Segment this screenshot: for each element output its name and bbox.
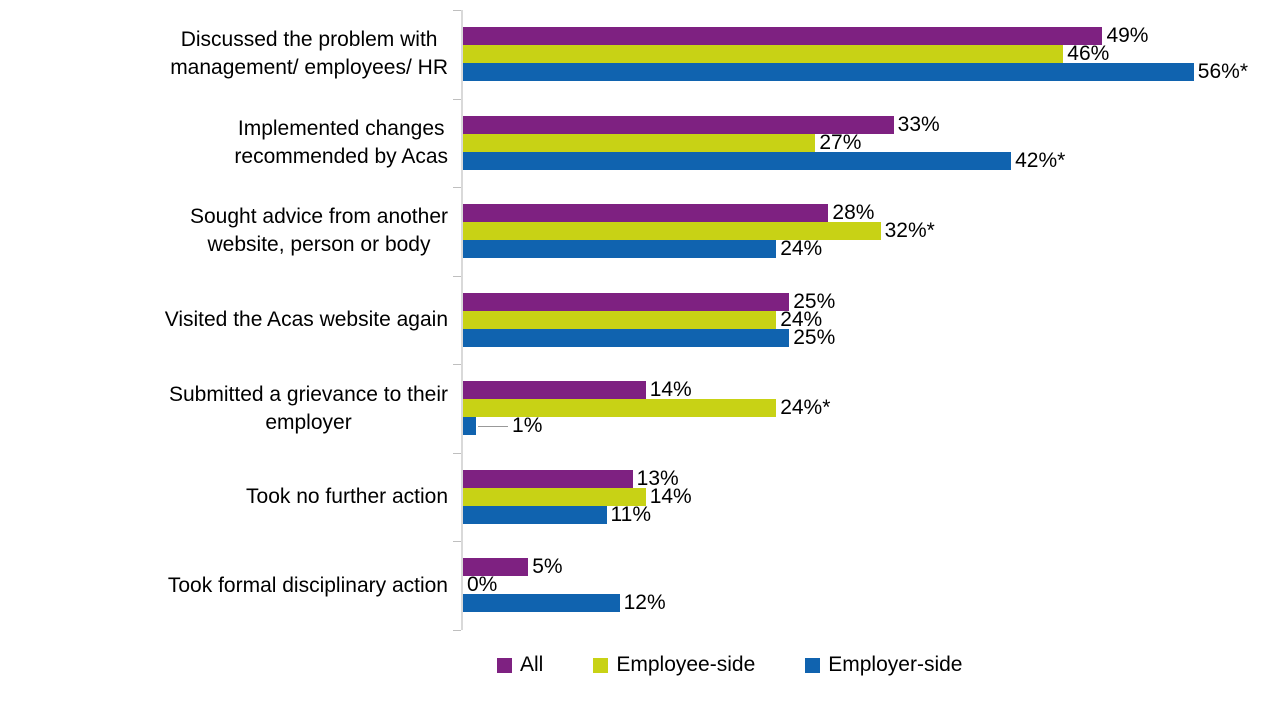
category-label: Discussed the problem with management/ e… [170,28,448,80]
category-cell: Took formal disciplinary action [20,541,448,630]
label-leader-line [478,426,509,428]
data-label: 24% [780,307,823,331]
bar-employee-side [463,222,881,241]
legend-swatch-icon [593,657,609,673]
data-label: 27% [819,130,862,154]
category-label: Implemented changes recommended by Acas [234,116,448,168]
data-label: 1% [512,414,543,438]
bar-employer-side [463,240,777,259]
data-label: 25% [793,289,836,313]
bar-employer-side [463,151,1012,170]
bar-all [463,469,633,488]
bar-all [463,204,829,223]
data-label: 46% [1067,42,1110,65]
legend-swatch-icon [497,657,512,673]
legend: All Employee-side Employer-side [497,653,962,677]
axis-tick [453,364,461,366]
data-label: 33% [897,112,940,136]
data-label: 32%* [884,219,935,243]
data-label: 14% [649,484,692,508]
bar-employer-side [463,417,477,436]
legend-label: All [520,653,544,676]
category-label: Visited the Acas website again [164,307,448,331]
bar-employee-side [463,133,816,152]
data-label: 56%* [1197,60,1248,83]
axis-tick [453,541,461,543]
data-label: 24%* [780,396,831,420]
legend-label: Employer-side [828,653,963,676]
data-label: 49% [1106,24,1149,47]
legend-item-employer-side: Employer-side [805,653,962,677]
data-label: 0% [467,573,498,597]
data-label: 14% [649,378,692,402]
legend-swatch-icon [805,657,821,673]
legend-item-all: All [497,653,543,677]
bar-all [463,115,894,134]
data-label: 12% [623,591,666,615]
data-label: 11% [610,502,652,526]
data-label: 5% [532,555,563,579]
category-cell: Discussed the problem with management/ e… [20,10,448,99]
bar-employer-side [463,505,607,524]
bar-employer-side [463,594,620,613]
category-cell: Sought advice from another website, pers… [20,187,448,276]
axis-tick [453,98,461,100]
category-cell: Submitted a grievance to their employer [20,364,448,453]
category-label: Took formal disciplinary action [167,573,448,597]
category-cell: Visited the Acas website again [20,276,448,365]
legend-item-employee-side: Employee-side [593,653,755,677]
axis-tick [453,629,461,631]
category-label: Took no further action [246,485,448,509]
bar-employer-side [463,63,1194,81]
bar-employee-side [463,399,777,418]
category-label: Sought advice from another website, pers… [190,205,448,257]
data-label: 25% [793,325,836,349]
data-label: 28% [832,201,875,225]
bar-employee-side [463,310,777,329]
axis-tick [453,10,461,11]
bar-employee-side [463,45,1064,63]
bar-all [463,558,529,577]
axis-tick [453,187,461,189]
bar-employee-side [463,487,646,506]
legend-label: Employee-side [616,653,756,676]
bar-all [463,292,790,311]
category-cell: Took no further action [20,453,448,542]
category-axis-line [461,10,463,630]
bar-employer-side [463,328,790,347]
bar-all [463,27,1103,45]
category-label: Submitted a grievance to their employer [169,382,448,434]
category-cell: Implemented changes recommended by Acas [20,99,448,188]
data-label: 24% [780,237,823,261]
data-label: 42%* [1015,148,1066,172]
axis-tick [453,275,461,277]
axis-tick [453,452,461,454]
bar-all [463,381,646,400]
data-label: 13% [636,466,679,490]
